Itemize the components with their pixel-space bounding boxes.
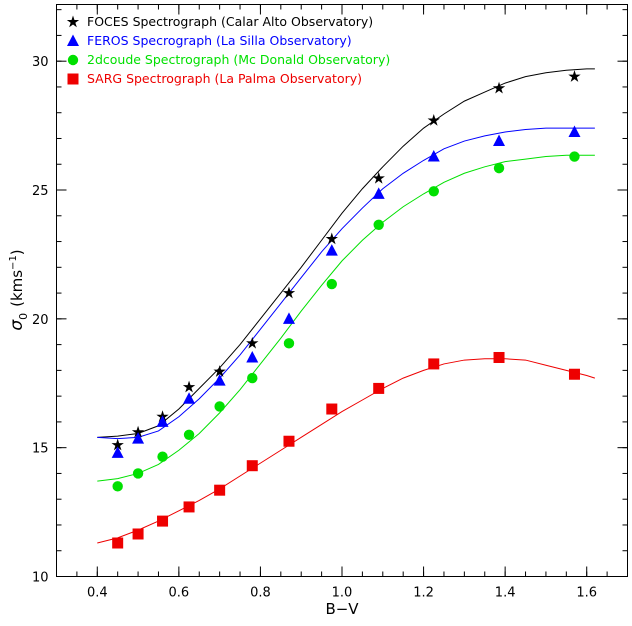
data-point-triangle [111,446,124,458]
data-point-circle [112,481,123,492]
x-tick-label: 0.8 [250,586,271,601]
legend-label: SARG Spectrograph (La Palma Observatory) [87,71,362,86]
data-point-square [132,528,144,540]
data-point-star [568,70,581,82]
fit-curve-square [97,358,596,544]
data-point-square [157,515,169,527]
data-point-star [325,232,338,245]
data-point-circle [493,162,505,174]
data-point-square [428,358,440,370]
x-tick-label: 1.2 [413,586,434,601]
y-tick-label: 25 [32,184,49,199]
x-tick-label: 1.6 [576,586,597,601]
data-point-triangle [282,312,295,324]
data-point-circle [183,429,195,440]
data-point-circle [326,278,338,290]
data-point-star [282,286,296,299]
data-point-star [213,365,226,377]
data-point-circle [132,468,144,479]
data-point-triangle [568,125,581,138]
y-tick-label: 20 [32,313,49,328]
data-point-triangle [246,350,259,363]
data-point-circle [157,451,168,462]
data-point-square [326,403,338,415]
fit-curve-triangle [97,127,595,440]
data-point-triangle [156,415,169,427]
y-axis-label-superscript: −1 [8,255,19,270]
data-point-square [183,501,195,513]
data-point-star [372,171,385,184]
y-axis-label-subscript: 0 [17,313,30,320]
data-point-triangle [427,150,440,162]
data-point-triangle [325,244,338,256]
data-point-star [182,380,196,393]
data-point-triangle [493,134,506,147]
x-tick-label: 0.6 [169,586,190,601]
x-axis-label: B−V [325,600,359,618]
y-axis-label-close: ) [8,249,26,255]
fit-curve-star [97,68,595,438]
legend: FOCES Spectrograph (Calar Alto Observato… [66,14,390,86]
y-tick-label: 15 [32,442,49,457]
data-point-circle [214,401,225,412]
legend-marker-square [67,73,79,85]
y-axis-label: σ0 (kms−1) [7,249,30,330]
data-point-square [112,537,124,549]
legend-marker-triangle [67,34,79,46]
data-point-star [111,438,124,451]
y-tick-label: 30 [32,55,49,70]
data-point-circle [247,372,258,384]
y-tick-label: 10 [32,571,49,586]
legend-label: FOCES Spectrograph (Calar Alto Observato… [87,14,373,29]
data-point-square [283,435,295,447]
data-point-star [492,81,506,94]
data-point-triangle [213,374,226,386]
legend-label: 2dcoude Spectrograph (Mc Donald Observat… [87,52,390,67]
legend-label: FEROS Specrograph (La Silla Observatory) [87,33,352,48]
y-axis-label-symbol: σ [7,319,27,331]
plot-frame [56,4,628,577]
data-point-circle [373,219,384,230]
legend-marker-circle [67,54,79,66]
data-point-square [246,460,258,472]
data-markers [111,70,581,549]
data-point-circle [569,151,580,162]
y-axis-label-unit: (kms [8,270,26,307]
data-point-star [131,425,145,438]
data-point-triangle [372,187,385,199]
data-point-circle [283,338,295,349]
fit-curves [97,68,596,544]
x-tick-label: 1.4 [495,586,516,601]
data-point-triangle [132,432,145,444]
data-point-star [427,113,440,126]
legend-marker-star [66,15,80,28]
data-point-square [373,382,385,394]
data-point-star [246,336,259,349]
axis-ticks: 0.4 0.6 0.8 1.0 1.2 1.4 1.6 10 15 20 25 30 [32,4,628,601]
data-point-square [214,484,226,496]
data-point-square [568,368,580,380]
x-tick-label: 0.4 [87,586,108,601]
data-point-circle [428,186,439,197]
data-point-triangle [183,392,196,404]
fit-curve-circle [97,154,595,482]
data-point-square [493,351,505,363]
x-tick-label: 1.0 [332,586,353,601]
